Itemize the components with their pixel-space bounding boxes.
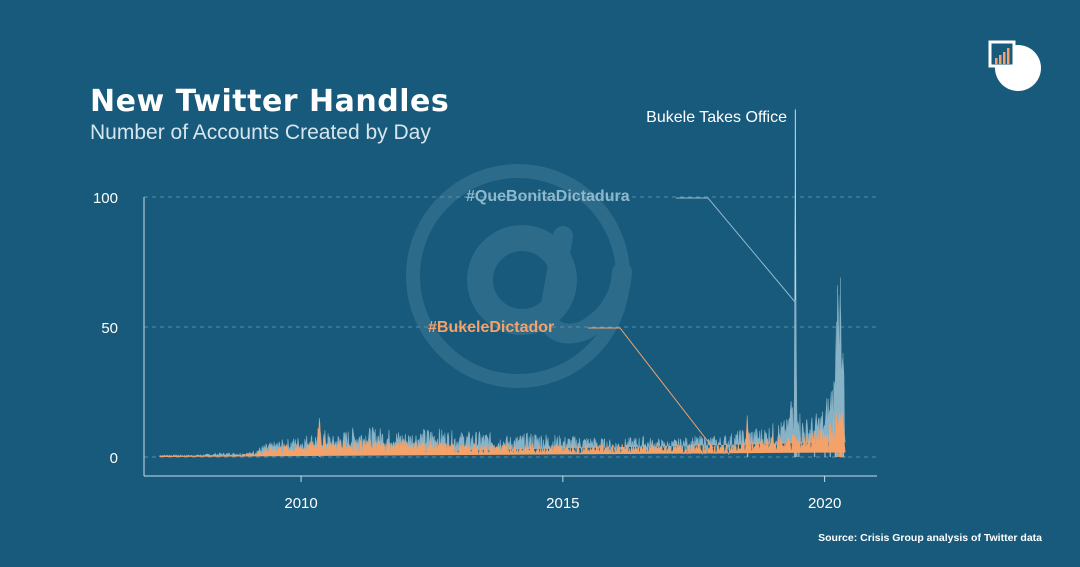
tick-labels: 0 50 100 2010 2015 2020 [93, 190, 841, 512]
gridlines [144, 196, 877, 458]
label-quebonitadictadura: #QueBonitaDictadura [466, 188, 630, 205]
bar-chart-logo-icon [988, 40, 1041, 91]
x-tick-label-2020: 2020 [808, 495, 841, 512]
annotation-bukele-takes-office: Bukele Takes Office [646, 109, 787, 126]
leader-line-bukeledictador [588, 327, 714, 449]
axes [143, 197, 877, 482]
series-area-bukeledictador [159, 411, 846, 458]
y-tick-label-50: 50 [101, 320, 118, 337]
y-tick-label-100: 100 [93, 190, 118, 207]
y-tick-label-0: 0 [110, 450, 118, 467]
x-tick-label-2010: 2010 [284, 495, 317, 512]
chart-subtitle: Number of Accounts Created by Day [90, 121, 431, 144]
leader-line-quebonitadictadura [676, 197, 796, 303]
annotations: Bukele Takes Office #QueBonitaDictadura #B… [428, 109, 796, 449]
label-bukeledictador: #BukeleDictador [428, 319, 554, 336]
x-tick-label-2015: 2015 [546, 495, 579, 512]
series-area-quebonitadictadura [159, 108, 846, 458]
at-sign-icon [406, 164, 632, 388]
source-note: Source: Crisis Group analysis of Twitter… [818, 532, 1042, 544]
chart-title: New Twitter Handles [90, 84, 450, 119]
series-layer [159, 108, 846, 458]
